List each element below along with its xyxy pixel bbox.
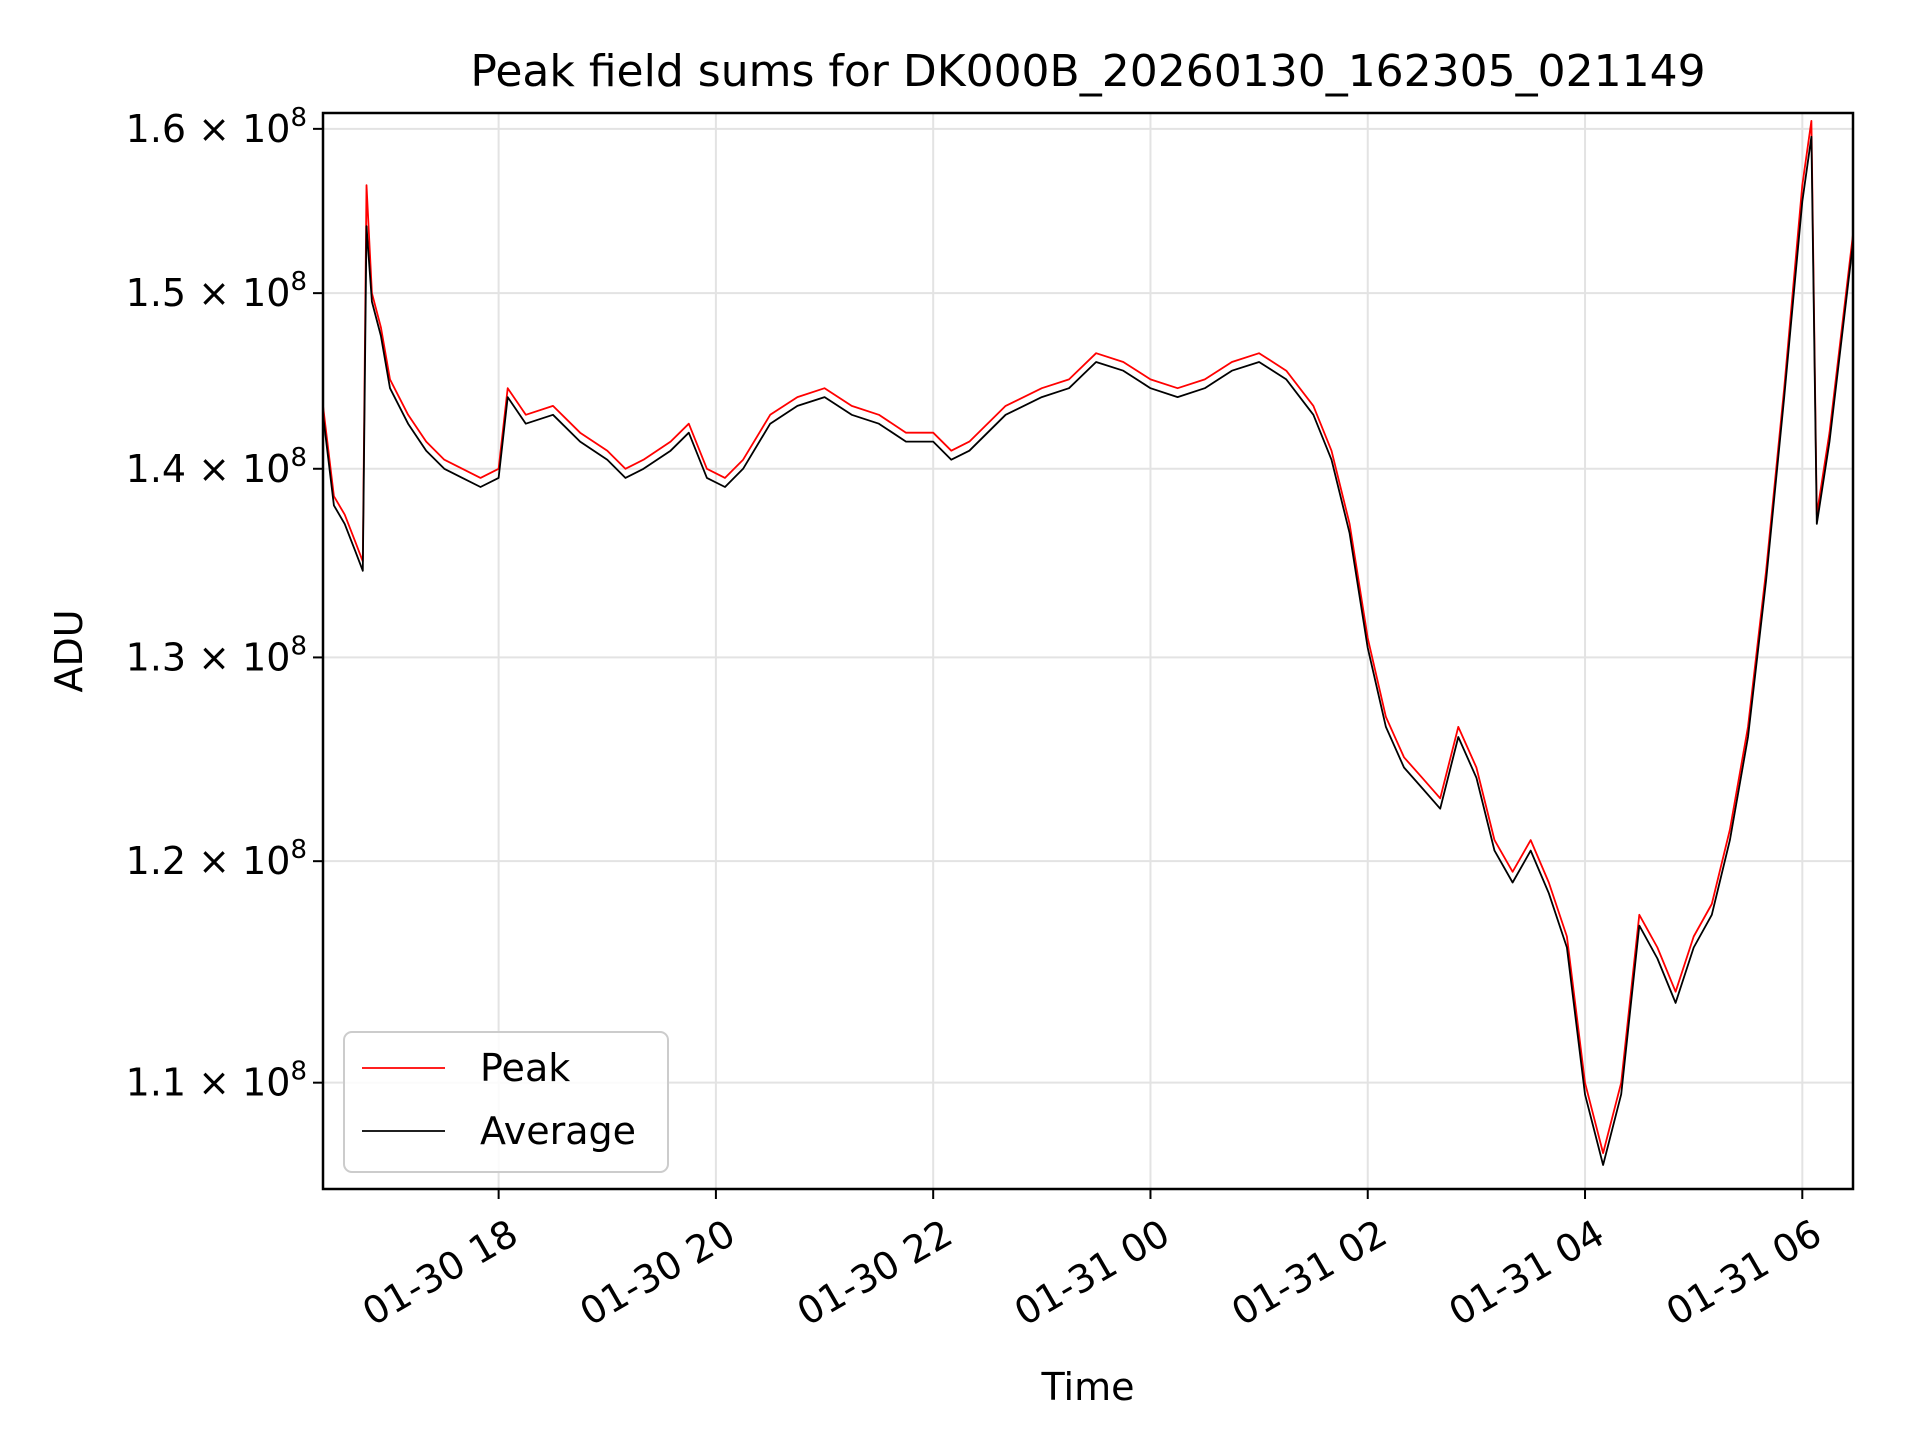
series-line-peak	[322, 120, 1854, 1154]
legend-label-peak: Peak	[480, 1046, 570, 1090]
series-line-average	[322, 135, 1854, 1166]
y-axis-label: ADU	[47, 609, 91, 692]
y-tick-label: 1.1 × 108	[126, 1057, 307, 1105]
y-tick-label: 1.2 × 108	[126, 835, 307, 883]
chart-title: Peak field sums for DK000B_20260130_1623…	[470, 46, 1705, 97]
plot-frame	[321, 111, 1855, 1191]
x-axis-label: Time	[1041, 1365, 1135, 1409]
y-tick-label: 1.4 × 108	[126, 443, 307, 491]
series-lines	[322, 120, 1854, 1166]
legend-box	[343, 1031, 669, 1173]
y-tick-label: 1.3 × 108	[126, 631, 307, 679]
y-axis-ticks: 1.1 × 108 1.2 × 108 1.3 × 108 1.4 × 108 1.5 …	[126, 103, 323, 1105]
legend: Peak Average	[343, 1031, 669, 1173]
legend-label-average: Average	[480, 1109, 636, 1153]
y-tick-label: 1.5 × 108	[126, 267, 307, 315]
y-tick-label: 1.6 × 108	[126, 103, 307, 151]
